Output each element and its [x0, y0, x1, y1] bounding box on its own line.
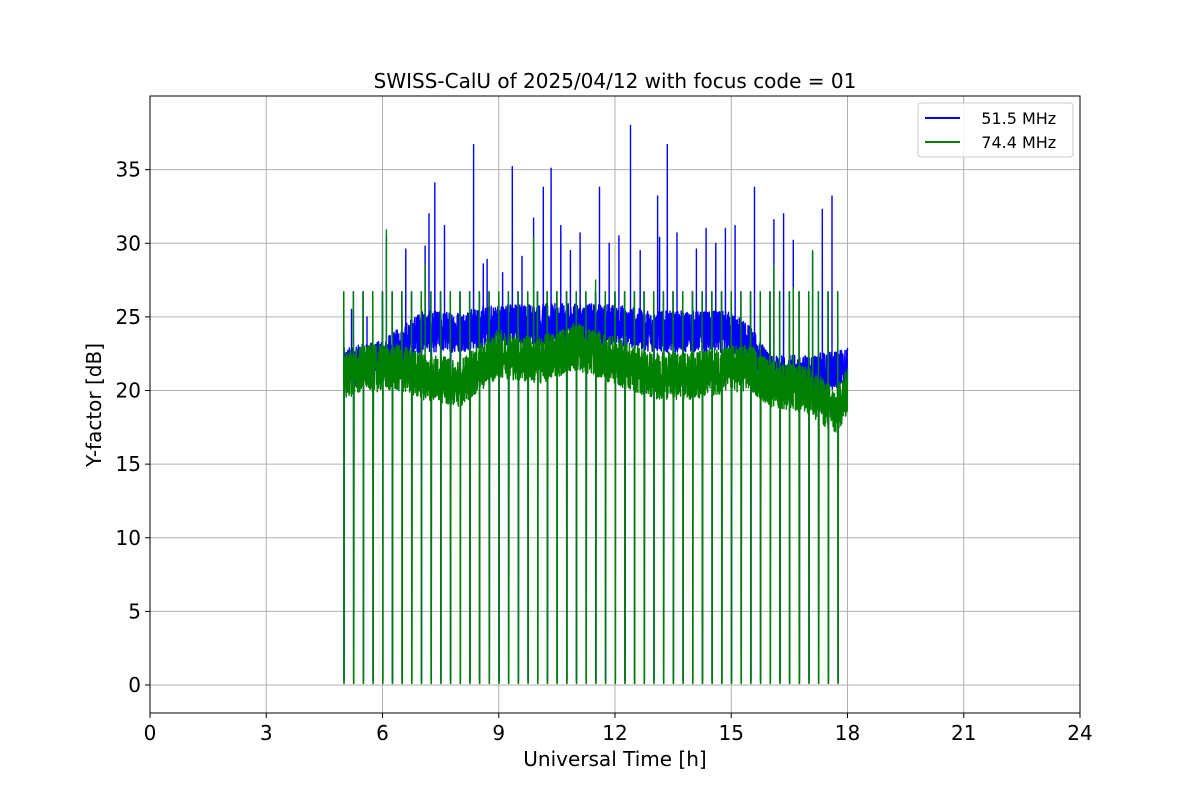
- y-tick-label: 15: [116, 452, 141, 476]
- y-tick-label: 35: [116, 158, 141, 182]
- y-tick-label: 5: [128, 599, 141, 623]
- y-axis-label: Y-factor [dB]: [82, 343, 106, 468]
- axis-ticks: 0 3 6 9 12 15 18 21 24 0 5 10 15 20 25 30 35: [116, 158, 1093, 745]
- x-tick-label: 18: [835, 721, 860, 745]
- x-tick-label: 9: [492, 721, 505, 745]
- x-tick-label: 0: [144, 721, 157, 745]
- chart-title: SWISS-CalU of 2025/04/12 with focus code…: [374, 69, 857, 93]
- x-tick-label: 6: [376, 721, 389, 745]
- x-axis-label: Universal Time [h]: [523, 747, 706, 771]
- y-tick-label: 25: [116, 305, 141, 329]
- x-tick-label: 24: [1067, 721, 1092, 745]
- legend-box: [917, 102, 1074, 158]
- y-tick-label: 10: [116, 526, 141, 550]
- legend-label-0: 51.5 MHz: [966, 109, 1056, 128]
- legend-label-1: 74.4 MHz: [966, 133, 1056, 152]
- plot-lines: [343, 124, 849, 685]
- x-tick-label: 12: [602, 721, 627, 745]
- x-tick-label: 15: [719, 721, 744, 745]
- x-tick-label: 3: [260, 721, 273, 745]
- legend: 51.5 MHz 74.4 MHz: [917, 102, 1074, 158]
- y-tick-label: 0: [128, 673, 141, 697]
- x-tick-label: 21: [951, 721, 976, 745]
- y-tick-label: 30: [116, 231, 141, 255]
- series-line-1: [343, 229, 849, 685]
- y-tick-label: 20: [116, 379, 141, 403]
